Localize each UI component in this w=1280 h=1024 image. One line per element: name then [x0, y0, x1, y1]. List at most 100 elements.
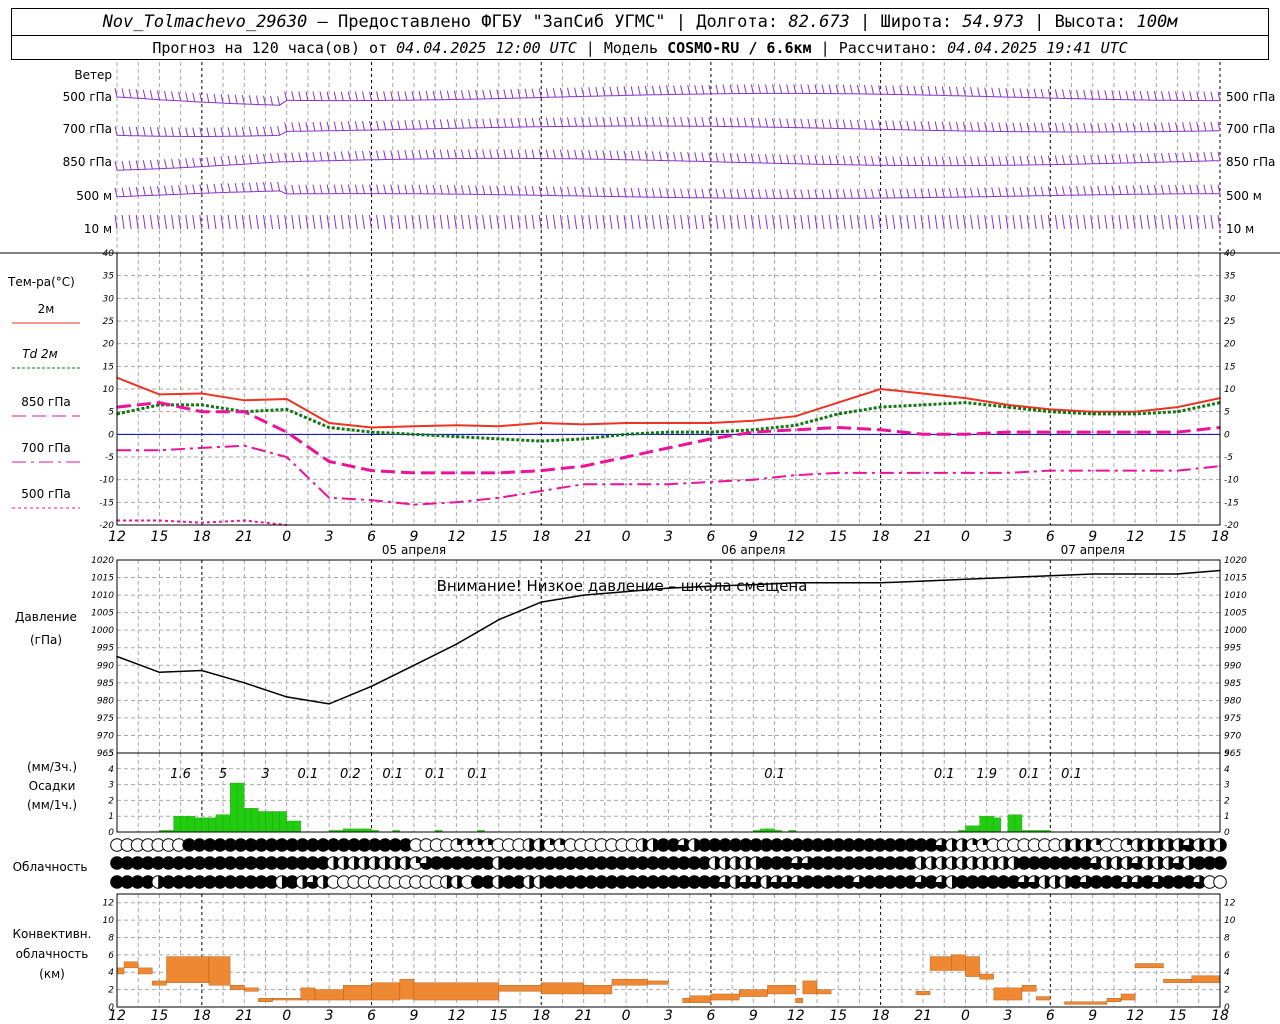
wind-barb: [312, 214, 316, 230]
wind-barb: [835, 84, 839, 94]
x-tick-label-bottom: 3: [1003, 1008, 1012, 1024]
wind-barb: [1203, 91, 1207, 101]
wind-barb: [955, 121, 959, 131]
wind-barb: [934, 188, 938, 198]
wind-barb: [885, 188, 889, 199]
wind-barb: [185, 158, 189, 168]
wind-barb: [991, 122, 995, 132]
wind-barb: [581, 214, 585, 230]
wind-barb: [595, 187, 599, 197]
wind-barb: [998, 156, 1002, 166]
wind-barb: [270, 181, 274, 192]
wind-barb: [1175, 214, 1179, 230]
cloud-ylabel: Облачность: [13, 860, 88, 874]
wind-barb: [913, 85, 917, 95]
wind-barb: [142, 214, 146, 230]
temp-point: [794, 415, 797, 418]
wind-barb: [977, 122, 981, 132]
pres-point: [1049, 574, 1052, 577]
temp-point: [201, 404, 203, 406]
x-tick-label: 18: [193, 529, 211, 545]
wind-barb: [1160, 214, 1164, 230]
wind-barb: [213, 183, 217, 193]
wind-barb: [779, 214, 783, 230]
prec-total-label: 0.1: [298, 767, 319, 782]
wind-barb: [404, 91, 408, 101]
wind-barb: [552, 186, 556, 196]
wind-barb: [1061, 155, 1065, 165]
cloud-symbol-fill: [1151, 875, 1165, 889]
wind-barb: [482, 214, 486, 230]
wind-barb: [1175, 122, 1179, 132]
prec-yunit-bottom: (мм/1ч.): [27, 798, 77, 812]
wind-barb: [1026, 155, 1030, 166]
wind-barb: [772, 189, 776, 199]
conv-bar: [1163, 978, 1192, 983]
wind-barb: [694, 84, 698, 95]
wind-barb: [998, 214, 1002, 230]
wind-barb: [814, 118, 818, 129]
temp-point: [582, 483, 585, 486]
conv-bar: [739, 989, 768, 997]
wind-barb: [574, 149, 578, 160]
wind-barb: [432, 119, 436, 129]
pres-ytick-left: 1015: [91, 574, 114, 584]
temp-point: [794, 429, 797, 431]
cloud-symbol-fill: [739, 875, 753, 889]
wind-barb: [164, 185, 167, 195]
pres-ytick-right: 975: [1224, 714, 1241, 724]
wind-barb: [644, 85, 648, 96]
wind-barb: [545, 117, 549, 127]
temp-point: [667, 422, 670, 424]
x-tick-label-bottom: 0: [622, 1008, 631, 1024]
wind-barb: [248, 126, 252, 137]
wind-barb: [1012, 88, 1016, 98]
pres-ytick-right: 985: [1224, 679, 1241, 689]
wind-barb: [609, 116, 613, 127]
wind-barb: [1083, 154, 1087, 165]
wind-barb: [644, 214, 648, 230]
temp-point: [964, 401, 967, 404]
wind-barb: [658, 188, 662, 198]
wind-barb: [121, 187, 125, 197]
x-tick-label: 0: [282, 529, 291, 545]
temp-point: [498, 497, 500, 499]
wind-barb: [1069, 155, 1073, 165]
temp-ytick-left: 35: [103, 272, 115, 282]
wind-barb: [1182, 214, 1186, 230]
wind-barb: [722, 188, 726, 199]
wind-barb: [729, 188, 733, 199]
temp-point: [922, 404, 924, 406]
prec-bar: [194, 817, 202, 833]
x-tick-label-bottom: 15: [1169, 1008, 1187, 1024]
pres-point: [328, 703, 330, 705]
temp-point: [243, 399, 246, 402]
wind-level-left: 10 м: [84, 222, 112, 236]
wind-barb: [616, 214, 620, 230]
wind-barb: [948, 86, 952, 96]
temp-legend-label: Td 2м: [22, 347, 57, 361]
wind-barb: [694, 117, 698, 127]
cloud-symbol-fill: [1182, 838, 1196, 852]
wind-barb: [319, 121, 323, 132]
wind-barb: [241, 94, 245, 105]
wind-barb: [609, 187, 613, 197]
wind-barb: [270, 95, 274, 106]
temp-point: [201, 521, 203, 524]
wind-barb: [687, 117, 691, 127]
temp-point: [158, 449, 161, 452]
wind-barb: [185, 92, 189, 102]
wind-barb: [156, 185, 160, 196]
wind-barb: [206, 93, 210, 103]
wind-barb: [595, 214, 599, 230]
wind-barb: [559, 149, 563, 159]
pres-ytick-left: 965: [97, 749, 114, 759]
temp-ytick-right: 40: [1224, 249, 1236, 259]
wind-barb: [863, 155, 867, 166]
wind-barb: [305, 152, 309, 162]
wind-barb: [369, 150, 373, 160]
cloud-symbol-fill: [420, 856, 433, 870]
wind-barb: [772, 118, 776, 128]
wind-barb: [1168, 152, 1171, 163]
wind-barb: [991, 187, 995, 197]
